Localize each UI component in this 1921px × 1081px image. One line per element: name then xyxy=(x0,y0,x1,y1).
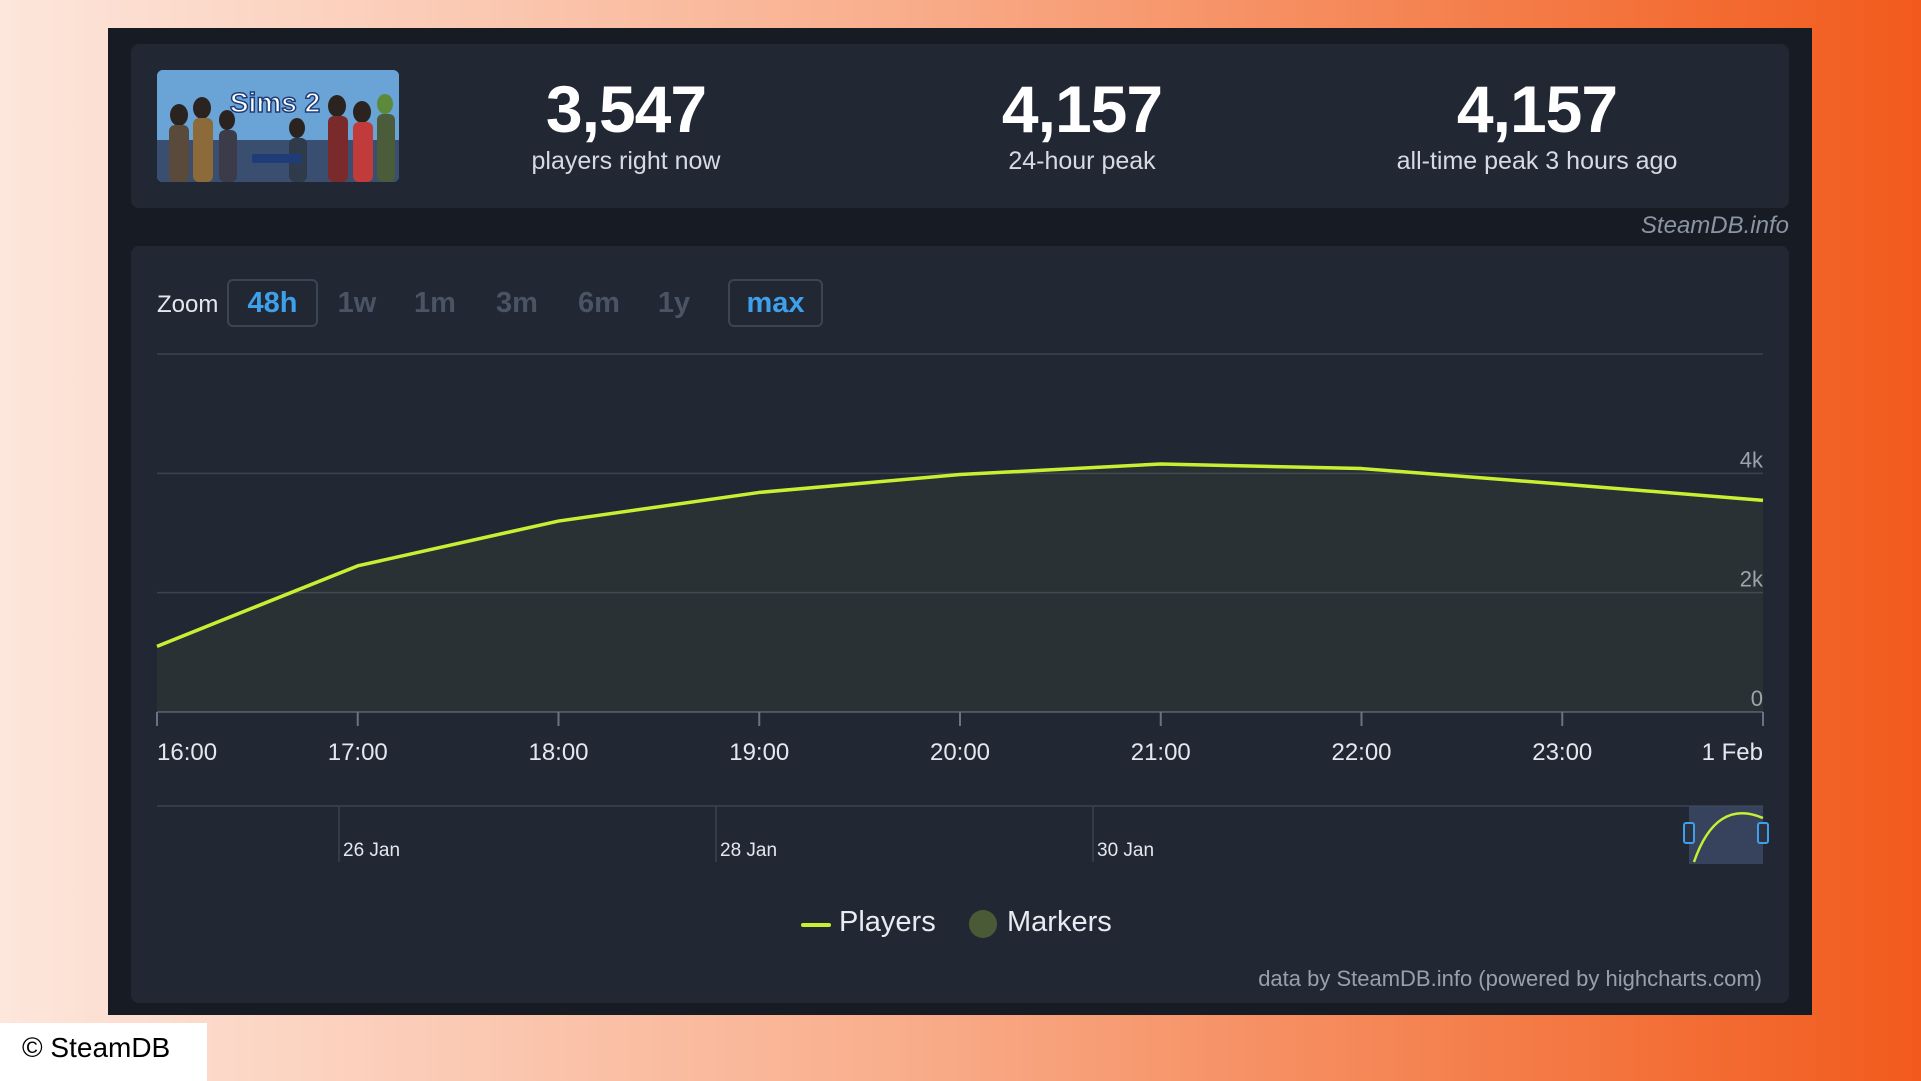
y-tick-label: 2k xyxy=(1740,567,1764,592)
chart-card: Zoom 48h 1w 1m 3m 6m 1y max 0 2k 4k 16:00 17… xyxy=(131,246,1789,1003)
game-cover-image[interactable]: Sims 2 xyxy=(157,70,399,182)
chart-credit[interactable]: data by SteamDB.info (powered by highcha… xyxy=(1258,966,1762,991)
x-tick-label: 23:00 xyxy=(1532,739,1592,766)
x-tick-label: 21:00 xyxy=(1131,739,1191,766)
x-tick-label: 19:00 xyxy=(729,739,789,766)
zoom-max-button[interactable]: max xyxy=(728,279,823,327)
zoom-3m-button[interactable]: 3m xyxy=(496,287,538,319)
navigator-right-handle xyxy=(1757,822,1769,844)
legend-markers-label: Markers xyxy=(1007,906,1112,938)
zoom-6m-button[interactable]: 6m xyxy=(578,287,620,319)
stat-all-time-peak: 4,157 all-time peak 3 hours ago xyxy=(1357,72,1717,176)
navigator-date-label: 30 Jan xyxy=(1097,840,1154,861)
all-time-peak-label: all-time peak 3 hours ago xyxy=(1396,147,1678,175)
stat-24h-peak: 4,157 24-hour peak xyxy=(902,72,1262,176)
markers-dot-swatch xyxy=(969,910,997,938)
navigator-left-handle xyxy=(1683,822,1695,844)
players-line-swatch xyxy=(801,923,831,927)
x-tick-label: 18:00 xyxy=(528,739,588,766)
navigator-date-label: 28 Jan xyxy=(720,840,777,861)
copyright-notice: © SteamDB xyxy=(0,1023,207,1081)
x-tick-label: 17:00 xyxy=(328,739,388,766)
zoom-label: Zoom xyxy=(157,291,219,318)
cover-logo-text: Sims 2 xyxy=(230,87,320,118)
zoom-1y-button[interactable]: 1y xyxy=(657,287,691,319)
players-area xyxy=(157,463,1763,712)
x-tick-label: 22:00 xyxy=(1331,739,1391,766)
all-time-peak-value: 4,157 xyxy=(1456,72,1618,146)
legend-players[interactable]: Players xyxy=(801,906,936,939)
navigator-series-line xyxy=(1692,812,1764,863)
player-count-chart[interactable]: 0 2k 4k 16:00 17:00 18:00 19:00 20:00 21:00 22:00… xyxy=(131,246,1789,896)
zoom-1w-button[interactable]: 1w xyxy=(337,287,377,319)
peak-24h-value: 4,157 xyxy=(1001,72,1163,146)
stats-card: Sims 2 3,547 players right now 4,157 24-… xyxy=(131,44,1789,208)
legend-players-label: Players xyxy=(839,906,936,938)
x-tick-label: 20:00 xyxy=(930,739,990,766)
peak-24h-label: 24-hour peak xyxy=(1008,147,1156,175)
stat-current-players: 3,547 players right now xyxy=(446,72,806,176)
legend-markers[interactable]: Markers xyxy=(969,906,1112,939)
current-players-label: players right now xyxy=(531,147,721,175)
x-tick-label: 16:00 xyxy=(157,739,217,766)
site-credit[interactable]: SteamDB.info xyxy=(1640,212,1789,239)
game-cover-art: Sims 2 xyxy=(157,70,399,182)
x-tick-label: 1 Feb xyxy=(1702,739,1763,766)
current-players-value: 3,547 xyxy=(545,72,707,146)
y-tick-label: 0 xyxy=(1751,686,1763,711)
steamdb-panel: Sims 2 3,547 players right now 4,157 24-… xyxy=(108,28,1812,1015)
zoom-48h-button[interactable]: 48h xyxy=(227,279,318,327)
zoom-1m-button[interactable]: 1m xyxy=(414,287,456,319)
navigator-date-label: 26 Jan xyxy=(343,840,400,861)
y-tick-label: 4k xyxy=(1740,447,1764,472)
